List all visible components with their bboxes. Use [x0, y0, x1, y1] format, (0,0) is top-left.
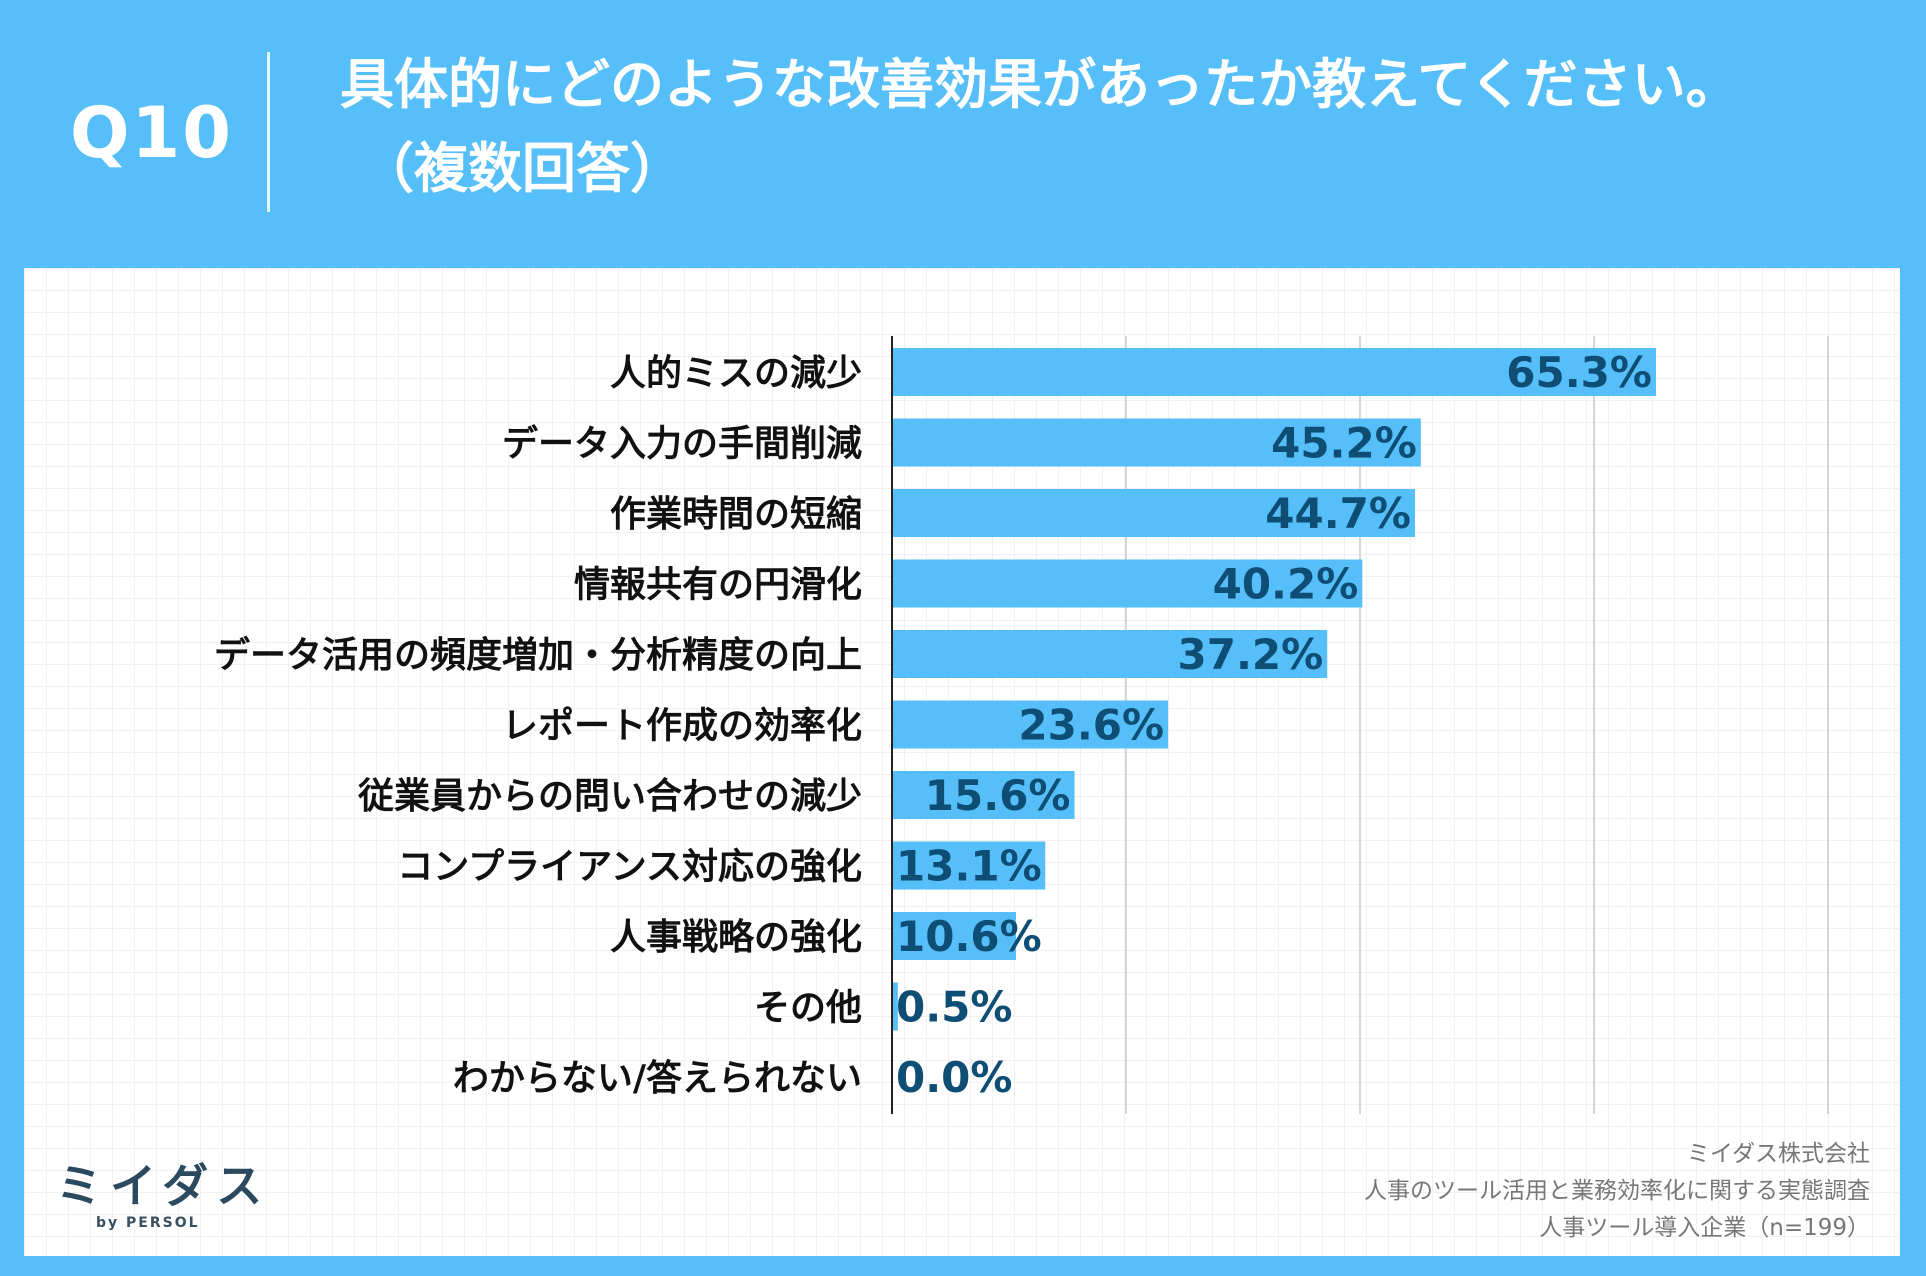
category-label: コンプライアンス対応の強化 — [397, 847, 862, 888]
category-label: データ入力の手間削減 — [502, 423, 862, 465]
source-note: ミイダス株式会社 人事のツール活用と業務効率化に関する実態調査 人事ツール導入企… — [1364, 1136, 1870, 1247]
source-line-2: 人事のツール活用と業務効率化に関する実態調査 — [1364, 1178, 1870, 1204]
category-label: 人的ミスの減少 — [610, 353, 862, 394]
bar — [892, 348, 1657, 396]
bar — [892, 418, 1421, 467]
header: Q10 具体的にどのような改善効果があったか教えてください。 （複数回答） — [0, 0, 1926, 268]
value-label: 23.6% — [1018, 701, 1164, 750]
logo: ミイダス by PERSOL — [56, 1163, 270, 1231]
logo-sub: by PERSOL — [96, 1215, 200, 1231]
source-line-1: ミイダス株式会社 — [1686, 1141, 1870, 1167]
value-label: 37.2% — [1178, 630, 1324, 679]
value-label: 10.6% — [896, 912, 1042, 961]
logo-name: ミイダス — [56, 1159, 271, 1213]
bar — [892, 982, 898, 1031]
category-label: 人事戦略の強化 — [610, 917, 862, 958]
question-subtitle: （複数回答） — [360, 137, 684, 200]
bar — [892, 912, 1017, 960]
bar-chart: 人的ミスの減少 65.3% データ入力の手間削減 45.2% 作業時間の短縮 44.7% 情… — [214, 336, 1829, 1114]
value-label: 45.2% — [1271, 419, 1417, 468]
value-label: 13.1% — [896, 842, 1042, 891]
value-label: 0.0% — [896, 1053, 1012, 1102]
question-number: Q10 — [70, 92, 233, 174]
question-title: 具体的にどのような改善効果があったか教えてください。 — [340, 53, 1740, 116]
header-divider — [267, 52, 270, 212]
category-label: 従業員からの問い合わせの減少 — [357, 776, 862, 817]
bar — [892, 630, 1328, 678]
value-label: 0.5% — [896, 983, 1012, 1032]
category-label: その他 — [754, 988, 862, 1029]
chart-panel: 人的ミスの減少 65.3% データ入力の手間削減 45.2% 作業時間の短縮 44.7% 情… — [24, 268, 1900, 1256]
value-label: 44.7% — [1265, 489, 1411, 538]
bar — [892, 489, 1415, 537]
category-label: 情報共有の円滑化 — [574, 565, 862, 606]
source-line-3: 人事ツール導入企業（n=199） — [1539, 1215, 1870, 1241]
bar — [892, 559, 1363, 608]
bar — [892, 700, 1169, 749]
value-label: 15.6% — [925, 771, 1071, 820]
bar — [892, 841, 1046, 890]
value-label: 65.3% — [1506, 348, 1652, 397]
bar — [892, 771, 1075, 819]
category-label: レポート作成の効率化 — [502, 705, 862, 747]
category-label: データ活用の頻度増加・分析精度の向上 — [214, 634, 862, 676]
category-label: わからない/答えられない — [453, 1058, 862, 1099]
value-label: 40.2% — [1213, 560, 1359, 609]
category-label: 作業時間の短縮 — [610, 494, 862, 535]
